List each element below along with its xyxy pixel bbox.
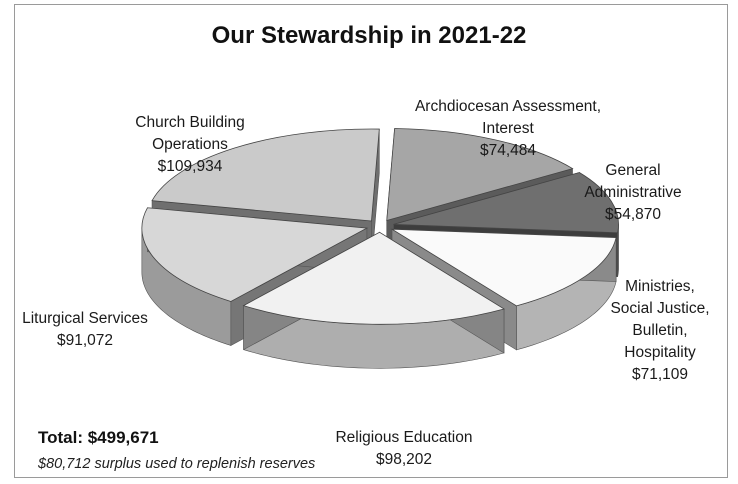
slice-label-general-admin: General Administrative $54,870	[584, 162, 682, 223]
total-label: Total: $499,671	[38, 428, 159, 447]
slice-label-church-building: Church Building Operations $109,934	[135, 114, 245, 175]
slice-label-liturgical: Liturgical Services $91,072	[22, 310, 148, 349]
pie-slice-top-0	[386, 128, 574, 222]
surplus-note: $80,712 surplus used to replenish reserv…	[38, 456, 316, 472]
slice-label-archdiocesan: Archdiocesan Assessment, Interest $74,484	[414, 98, 602, 159]
slice-label-ministries: Ministries, Social Justice, Bulletin, Ho…	[610, 278, 710, 383]
pie-slice-3	[242, 231, 505, 369]
chart-title: Our Stewardship in 2021-22	[211, 22, 527, 49]
pie-slice-top-1	[393, 172, 619, 234]
pie-slice-top-4	[141, 207, 369, 302]
pie-slice-top-5	[151, 128, 380, 222]
pie-slice-top-2	[390, 228, 617, 307]
slice-label-religious-education: Religious Education $98,202	[335, 429, 473, 468]
pie-slice-top-3	[242, 231, 505, 325]
